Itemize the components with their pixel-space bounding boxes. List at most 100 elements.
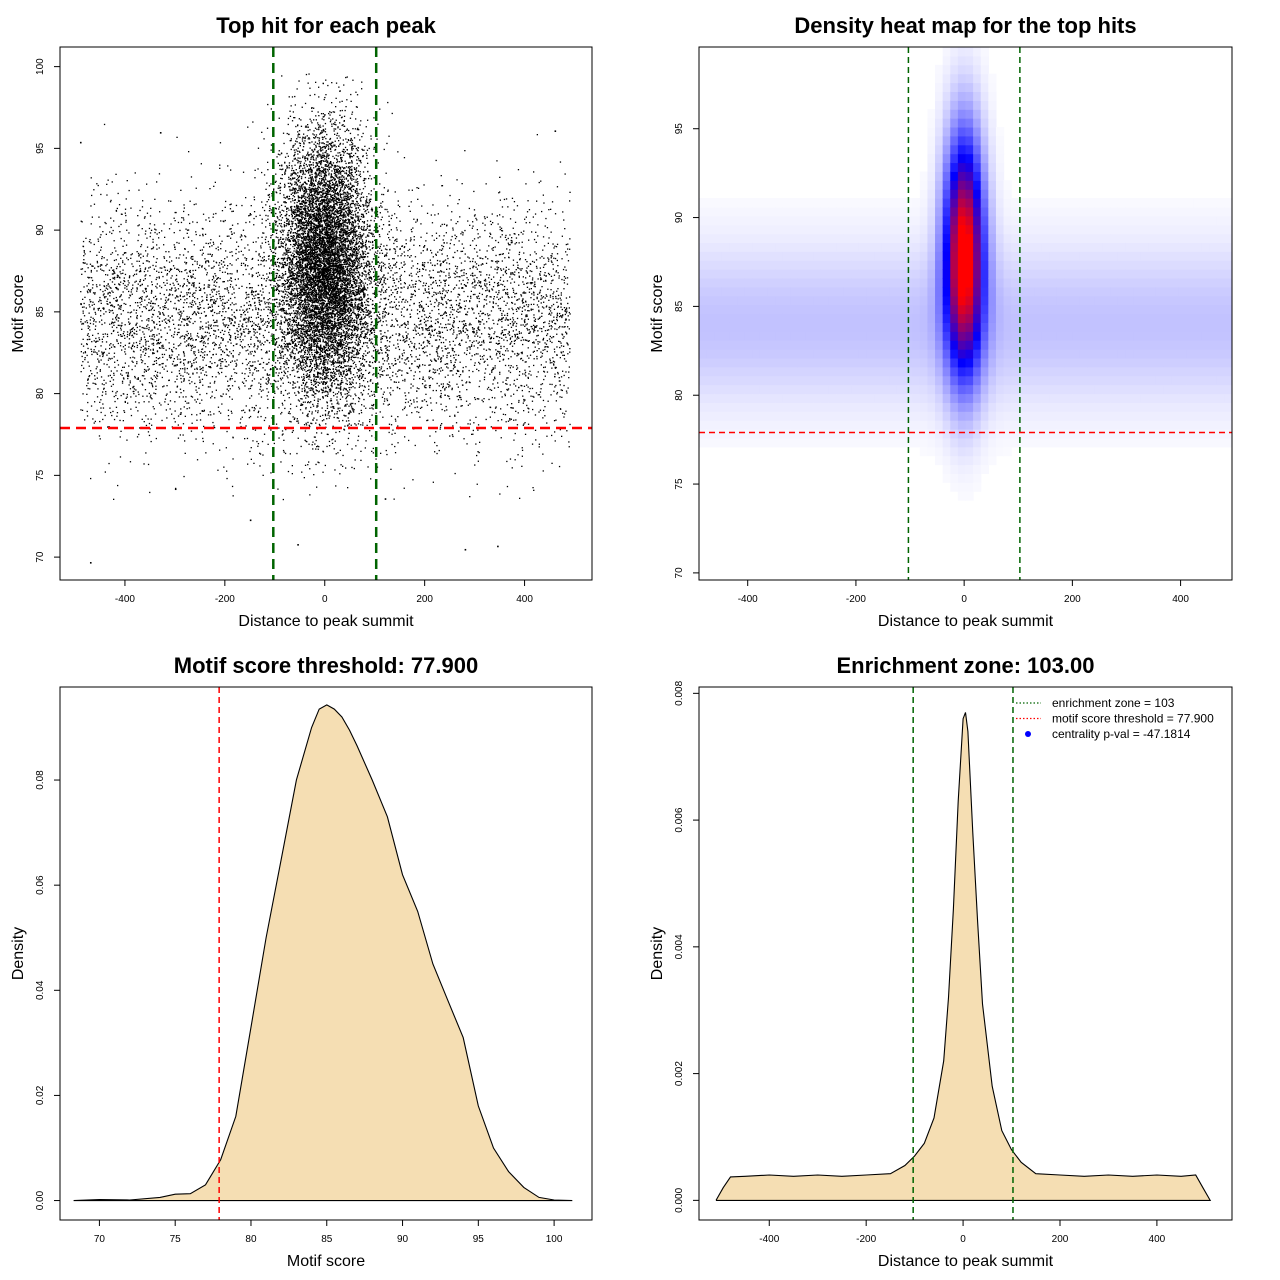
data-point bbox=[518, 242, 520, 244]
data-point bbox=[394, 248, 396, 250]
data-point bbox=[188, 337, 190, 340]
data-point bbox=[520, 231, 522, 234]
data-point bbox=[494, 331, 496, 333]
data-point bbox=[184, 269, 186, 272]
data-point bbox=[524, 373, 526, 375]
data-point bbox=[290, 306, 292, 308]
data-point bbox=[299, 286, 301, 288]
data-point bbox=[436, 351, 438, 353]
data-point bbox=[300, 326, 302, 328]
data-point bbox=[156, 258, 158, 260]
data-point bbox=[257, 275, 259, 278]
data-point bbox=[134, 375, 136, 378]
data-point bbox=[192, 292, 195, 294]
data-point bbox=[214, 427, 216, 429]
data-point bbox=[374, 395, 376, 397]
data-point bbox=[151, 398, 153, 400]
data-point bbox=[440, 392, 442, 395]
data-point bbox=[555, 384, 557, 387]
data-point bbox=[548, 299, 550, 301]
data-point bbox=[184, 318, 186, 320]
data-point bbox=[523, 291, 525, 293]
data-point bbox=[481, 293, 483, 296]
data-point bbox=[408, 439, 410, 442]
data-point bbox=[258, 328, 261, 331]
data-point bbox=[445, 326, 447, 329]
data-point bbox=[285, 428, 287, 431]
data-point bbox=[446, 262, 448, 264]
data-point bbox=[167, 308, 169, 310]
data-point bbox=[464, 150, 466, 152]
data-point bbox=[399, 296, 401, 298]
data-point bbox=[375, 412, 377, 414]
data-point bbox=[145, 452, 147, 454]
data-point bbox=[551, 362, 553, 364]
data-point bbox=[453, 320, 455, 322]
data-point bbox=[213, 348, 215, 350]
data-point bbox=[156, 334, 158, 336]
data-point bbox=[233, 232, 235, 234]
data-point bbox=[230, 283, 232, 286]
data-point bbox=[458, 276, 460, 278]
data-point bbox=[92, 382, 94, 384]
data-point bbox=[399, 361, 401, 363]
data-point bbox=[522, 298, 524, 300]
data-point bbox=[521, 318, 523, 320]
data-point bbox=[316, 381, 318, 383]
data-point bbox=[227, 280, 229, 282]
data-point bbox=[152, 246, 155, 248]
data-point bbox=[216, 319, 218, 322]
data-point bbox=[386, 340, 389, 342]
data-point bbox=[295, 294, 297, 296]
data-point bbox=[108, 352, 110, 354]
data-point bbox=[273, 390, 276, 392]
data-point bbox=[259, 341, 261, 344]
data-point bbox=[107, 426, 109, 428]
data-point bbox=[502, 280, 505, 282]
data-point bbox=[204, 267, 206, 270]
data-point bbox=[245, 268, 247, 271]
data-point bbox=[385, 312, 388, 314]
data-point bbox=[568, 328, 570, 330]
data-point bbox=[305, 424, 308, 426]
data-point bbox=[202, 369, 204, 371]
data-point bbox=[163, 257, 166, 259]
data-point bbox=[198, 312, 200, 314]
data-point bbox=[287, 236, 290, 239]
data-point bbox=[213, 281, 215, 283]
data-point bbox=[308, 410, 311, 413]
data-point bbox=[394, 264, 396, 266]
data-point bbox=[471, 283, 473, 285]
data-point bbox=[388, 263, 390, 265]
data-point bbox=[439, 249, 441, 251]
data-point bbox=[90, 269, 92, 272]
data-point bbox=[501, 230, 504, 232]
data-point bbox=[251, 380, 253, 382]
data-point bbox=[259, 452, 261, 454]
data-point bbox=[179, 317, 181, 319]
data-point bbox=[92, 323, 95, 325]
data-point bbox=[529, 387, 531, 390]
data-point bbox=[336, 302, 339, 305]
data-point bbox=[318, 270, 320, 272]
data-point bbox=[389, 239, 391, 241]
data-point bbox=[534, 346, 536, 348]
data-point bbox=[491, 371, 493, 373]
data-point bbox=[438, 330, 440, 333]
data-point bbox=[424, 262, 426, 264]
data-point bbox=[563, 276, 566, 278]
data-point bbox=[120, 213, 123, 215]
data-point bbox=[133, 273, 136, 276]
data-point bbox=[564, 228, 566, 230]
data-point bbox=[476, 277, 478, 279]
data-point bbox=[136, 269, 138, 271]
data-point bbox=[203, 357, 205, 359]
data-point bbox=[88, 365, 90, 367]
data-point bbox=[511, 345, 514, 347]
data-point bbox=[205, 335, 207, 337]
data-point bbox=[362, 358, 364, 360]
data-point bbox=[166, 274, 168, 276]
data-point bbox=[553, 274, 556, 276]
data-point bbox=[404, 340, 406, 342]
